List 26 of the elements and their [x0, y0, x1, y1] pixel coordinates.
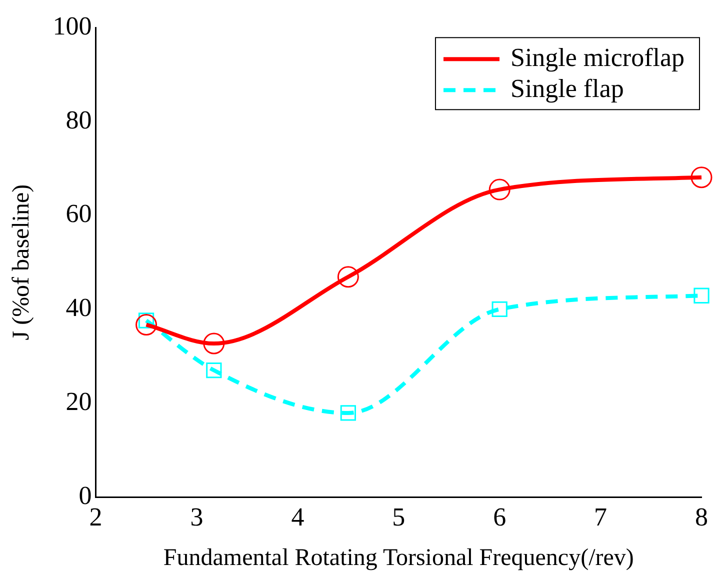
legend-label: Single microflap	[510, 42, 684, 72]
x-axis-title: Fundamental Rotating Torsional Frequency(/rev)	[163, 544, 634, 571]
y-tick-label: 60	[66, 199, 92, 228]
x-tick-label: 3	[190, 502, 204, 532]
x-tick-label: 2	[89, 502, 102, 532]
x-tick-label: 8	[695, 502, 708, 532]
point	[488, 178, 510, 200]
y-tick-label: 0	[78, 480, 92, 510]
y-tick-label: 100	[52, 11, 92, 40]
x-tick-label: 7	[594, 502, 608, 532]
point	[206, 362, 222, 378]
point	[492, 301, 508, 318]
y-tick-label: 80	[66, 105, 92, 134]
y-tick-label: 20	[66, 386, 92, 416]
point	[340, 405, 356, 421]
legend-label: Single flap	[510, 74, 624, 103]
y-tick-label: 40	[66, 293, 92, 322]
point	[337, 266, 359, 288]
point	[690, 166, 712, 188]
point	[203, 332, 225, 354]
point	[694, 288, 710, 304]
y-axis-title: J (%of baseline)	[8, 184, 35, 340]
point	[136, 314, 158, 336]
x-tick-label: 5	[392, 502, 406, 532]
x-tick-label: 6	[493, 502, 506, 532]
x-tick-label: 4	[291, 502, 304, 532]
